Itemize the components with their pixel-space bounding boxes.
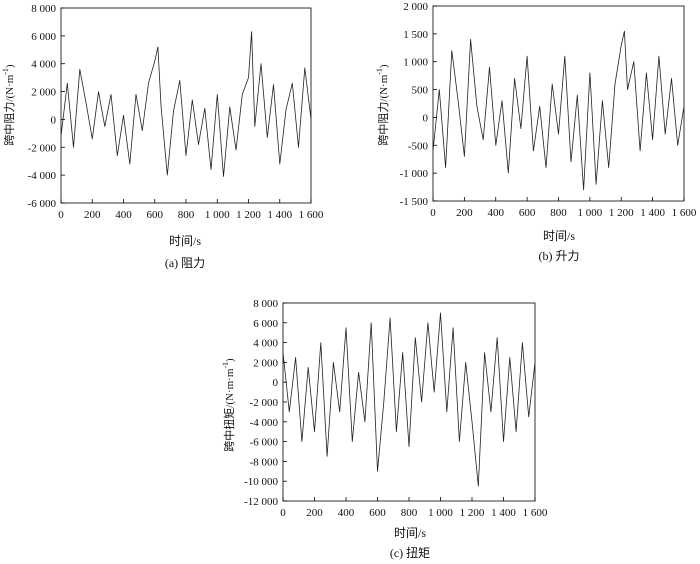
y-tick-label-torque-3: -6 000 xyxy=(250,437,279,449)
y-tick-label-lift-3: 0 xyxy=(423,112,429,124)
y-axis-label-drag: 跨中阻力/(N·m-1) xyxy=(1,64,16,146)
y-tick-label-torque-0: -12 000 xyxy=(244,496,278,508)
y-tick-label-drag-5: 4 000 xyxy=(31,59,56,71)
y-tick-label-lift-6: 1 500 xyxy=(403,29,428,41)
plot-frame-torque xyxy=(282,302,536,502)
x-tick-label-drag-0: 0 xyxy=(58,209,64,221)
y-axis-label-torque-text: 跨中扭矩/(N·m·m xyxy=(222,368,236,452)
x-tick-label-drag-7: 1 400 xyxy=(267,209,292,221)
y-axis-label-torque-close: ) xyxy=(224,358,236,362)
x-axis-label-torque: 时间/s xyxy=(394,526,426,540)
y-tick-label-lift-1: -1 000 xyxy=(400,168,429,180)
y-axis-label-drag-sup: -1 xyxy=(1,68,10,75)
panel-drag: (a) 阻力 时间/s 跨中阻力/(N·m-1) 0 200 400 600 800 1 … xyxy=(1,3,324,270)
plot-frame-lift xyxy=(432,5,685,202)
x-tick-label-lift-3: 600 xyxy=(519,207,536,219)
y-tick-label-lift-2: -500 xyxy=(408,140,429,152)
y-tick-label-torque-9: 6 000 xyxy=(253,318,278,330)
y-axis-label-torque: 跨中扭矩/(N·m·m-1) xyxy=(221,358,236,452)
y-tick-label-torque-10: 8 000 xyxy=(253,298,278,310)
y-tick-label-drag-4: 2 000 xyxy=(31,87,56,99)
x-tick-label-torque-7: 1 400 xyxy=(491,507,516,519)
x-tick-label-torque-8: 1 600 xyxy=(523,507,548,519)
x-axis-label-lift: 时间/s xyxy=(543,229,575,243)
panel-caption-torque: (c) 扭矩 xyxy=(390,546,430,560)
y-axis-label-drag-close: ) xyxy=(4,64,16,68)
y-tick-label-torque-8: 4 000 xyxy=(253,338,278,350)
y-axis-label-lift: 跨中阻力/(N·m-1) xyxy=(375,64,390,146)
x-tick-label-lift-8: 1 600 xyxy=(672,207,697,219)
y-tick-label-torque-4: -4 000 xyxy=(250,417,279,429)
panel-caption-lift: (b) 升力 xyxy=(539,249,580,263)
x-tick-label-lift-4: 800 xyxy=(550,207,567,219)
y-axis-label-drag-text: 跨中阻力/(N·m xyxy=(3,74,16,145)
x-tick-label-torque-2: 400 xyxy=(338,507,355,519)
panel-caption-drag: (a) 阻力 xyxy=(165,256,205,270)
y-tick-label-torque-1: -10 000 xyxy=(244,476,278,488)
y-axis-label-torque-sup: -1 xyxy=(221,362,230,369)
y-tick-label-torque-5: -2 000 xyxy=(250,397,279,409)
x-tick-label-lift-1: 200 xyxy=(456,207,473,219)
y-tick-label-lift-7: 2 000 xyxy=(403,1,428,13)
y-tick-label-drag-7: 8 000 xyxy=(31,3,56,15)
y-tick-label-lift-4: 500 xyxy=(412,85,429,97)
x-tick-label-drag-4: 800 xyxy=(178,209,195,221)
y-tick-label-drag-2: -2 000 xyxy=(28,142,57,154)
series-line-drag-0 xyxy=(60,31,312,177)
x-axis-label-drag: 时间/s xyxy=(169,234,201,248)
x-tick-label-torque-4: 800 xyxy=(401,507,418,519)
x-tick-label-drag-2: 400 xyxy=(115,209,132,221)
x-tick-label-torque-5: 1 000 xyxy=(428,507,453,519)
panel-torque: (c) 扭矩 时间/s 跨中扭矩/(N·m·m-1) 0 200 400 600 800… xyxy=(221,298,548,560)
x-tick-label-lift-5: 1 000 xyxy=(578,207,603,219)
x-tick-label-lift-7: 1 400 xyxy=(640,207,665,219)
series-line-lift-0 xyxy=(432,30,685,191)
y-axis-label-lift-text: 跨中阻力/(N·m xyxy=(377,74,390,145)
x-tick-label-torque-6: 1 200 xyxy=(460,507,485,519)
plot-frame-drag xyxy=(60,7,312,204)
x-tick-label-lift-2: 400 xyxy=(488,207,505,219)
series-line-torque-0 xyxy=(282,312,536,487)
y-tick-label-torque-6: 0 xyxy=(273,377,279,389)
y-tick-label-drag-1: -4 000 xyxy=(28,170,57,182)
x-tick-label-lift-6: 1 200 xyxy=(609,207,634,219)
y-tick-label-drag-0: -6 000 xyxy=(28,198,57,210)
y-tick-label-torque-2: -8 000 xyxy=(250,456,279,468)
y-tick-label-drag-3: 0 xyxy=(51,114,57,126)
y-axis-label-lift-close: ) xyxy=(378,64,390,68)
x-tick-label-drag-8: 1 600 xyxy=(299,209,324,221)
x-tick-label-drag-1: 200 xyxy=(84,209,101,221)
x-tick-label-drag-5: 1 000 xyxy=(205,209,230,221)
x-tick-label-drag-3: 600 xyxy=(147,209,164,221)
y-tick-label-torque-7: 2 000 xyxy=(253,357,278,369)
x-tick-label-torque-1: 200 xyxy=(306,507,323,519)
y-tick-label-drag-6: 6 000 xyxy=(31,31,56,43)
x-tick-label-torque-0: 0 xyxy=(280,507,286,519)
y-tick-label-lift-0: -1 500 xyxy=(400,196,429,208)
panel-lift: (b) 升力 时间/s 跨中阻力/(N·m-1) 0 200 400 600 800 1 … xyxy=(375,1,697,263)
x-tick-label-drag-6: 1 200 xyxy=(236,209,261,221)
x-tick-label-torque-3: 600 xyxy=(369,507,386,519)
y-axis-label-lift-sup: -1 xyxy=(375,68,384,75)
y-tick-label-lift-5: 1 000 xyxy=(403,57,428,69)
x-tick-label-lift-0: 0 xyxy=(430,207,436,219)
